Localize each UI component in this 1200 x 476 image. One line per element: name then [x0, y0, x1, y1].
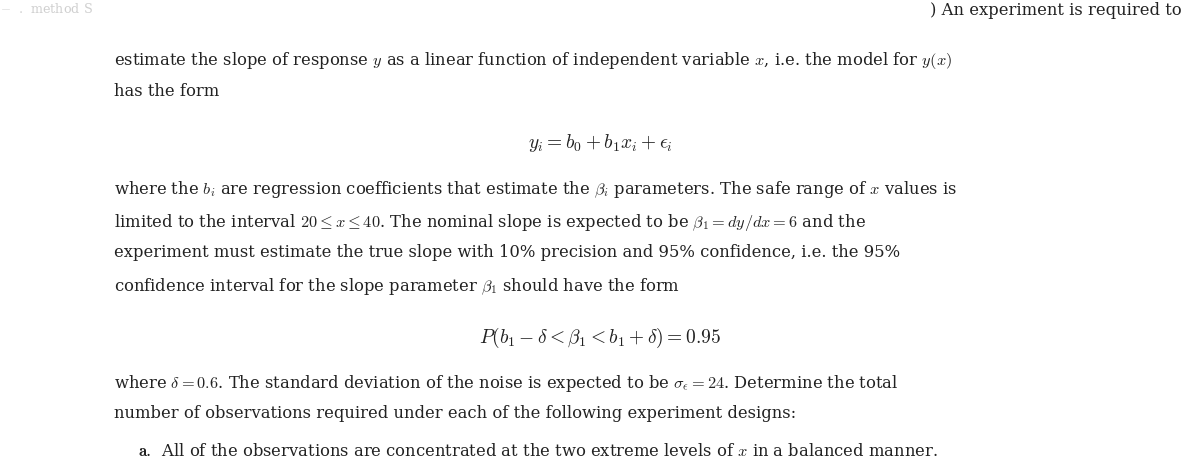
Text: has the form: has the form [114, 82, 220, 99]
Text: $\mathbf{a}$.  All of the observations are concentrated at the two extreme level: $\mathbf{a}$. All of the observations ar… [138, 442, 938, 459]
Text: experiment must estimate the true slope with 10% precision and 95% confidence, i: experiment must estimate the true slope … [114, 244, 900, 260]
Text: limited to the interval $20 \leq x \leq 40$. The nominal slope is expected to be: limited to the interval $20 \leq x \leq … [114, 211, 866, 232]
Text: ) An experiment is required to: ) An experiment is required to [930, 2, 1182, 20]
Text: where the $b_i$ are regression coefficients that estimate the $\beta_i$ paramete: where the $b_i$ are regression coefficie… [114, 179, 958, 200]
Text: estimate the slope of response $y$ as a linear function of independent variable : estimate the slope of response $y$ as a … [114, 50, 952, 71]
Text: $-$  .  method S: $-$ . method S [0, 2, 92, 16]
Text: $y_i = b_0 + b_1 x_i + \epsilon_i$: $y_i = b_0 + b_1 x_i + \epsilon_i$ [528, 132, 672, 154]
Text: number of observations required under each of the following experiment designs:: number of observations required under ea… [114, 405, 797, 422]
Text: confidence interval for the slope parameter $\beta_1$ should have the form: confidence interval for the slope parame… [114, 276, 680, 297]
Text: $P(b_1 - \delta < \beta_1 < b_1 + \delta) = 0.95$: $P(b_1 - \delta < \beta_1 < b_1 + \delta… [479, 325, 721, 349]
Text: where $\delta = 0.6$. The standard deviation of the noise is expected to be $\si: where $\delta = 0.6$. The standard devia… [114, 372, 899, 393]
